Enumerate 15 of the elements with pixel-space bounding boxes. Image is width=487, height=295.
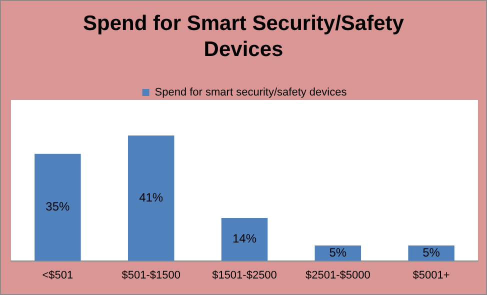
chart-title: Spend for Smart Security/Safety Devices — [82, 11, 405, 63]
legend-label: Spend for smart security/safety devices — [154, 86, 348, 99]
x-tick-label: $1501-$2500 — [212, 269, 277, 282]
data-label: 5% — [422, 245, 440, 260]
x-tick-label: $2501-$5000 — [305, 269, 370, 282]
x-tick-label: $5001+ — [412, 269, 450, 282]
bar — [34, 154, 81, 261]
bar — [221, 218, 268, 261]
x-tick-label: $501-$1500 — [122, 269, 180, 282]
data-label: 14% — [232, 232, 257, 246]
bar — [128, 136, 174, 261]
x-tick-label: <$501 — [42, 269, 74, 282]
data-label: 35% — [46, 200, 70, 214]
data-label: 5% — [329, 245, 347, 260]
data-label: 41% — [139, 190, 164, 204]
